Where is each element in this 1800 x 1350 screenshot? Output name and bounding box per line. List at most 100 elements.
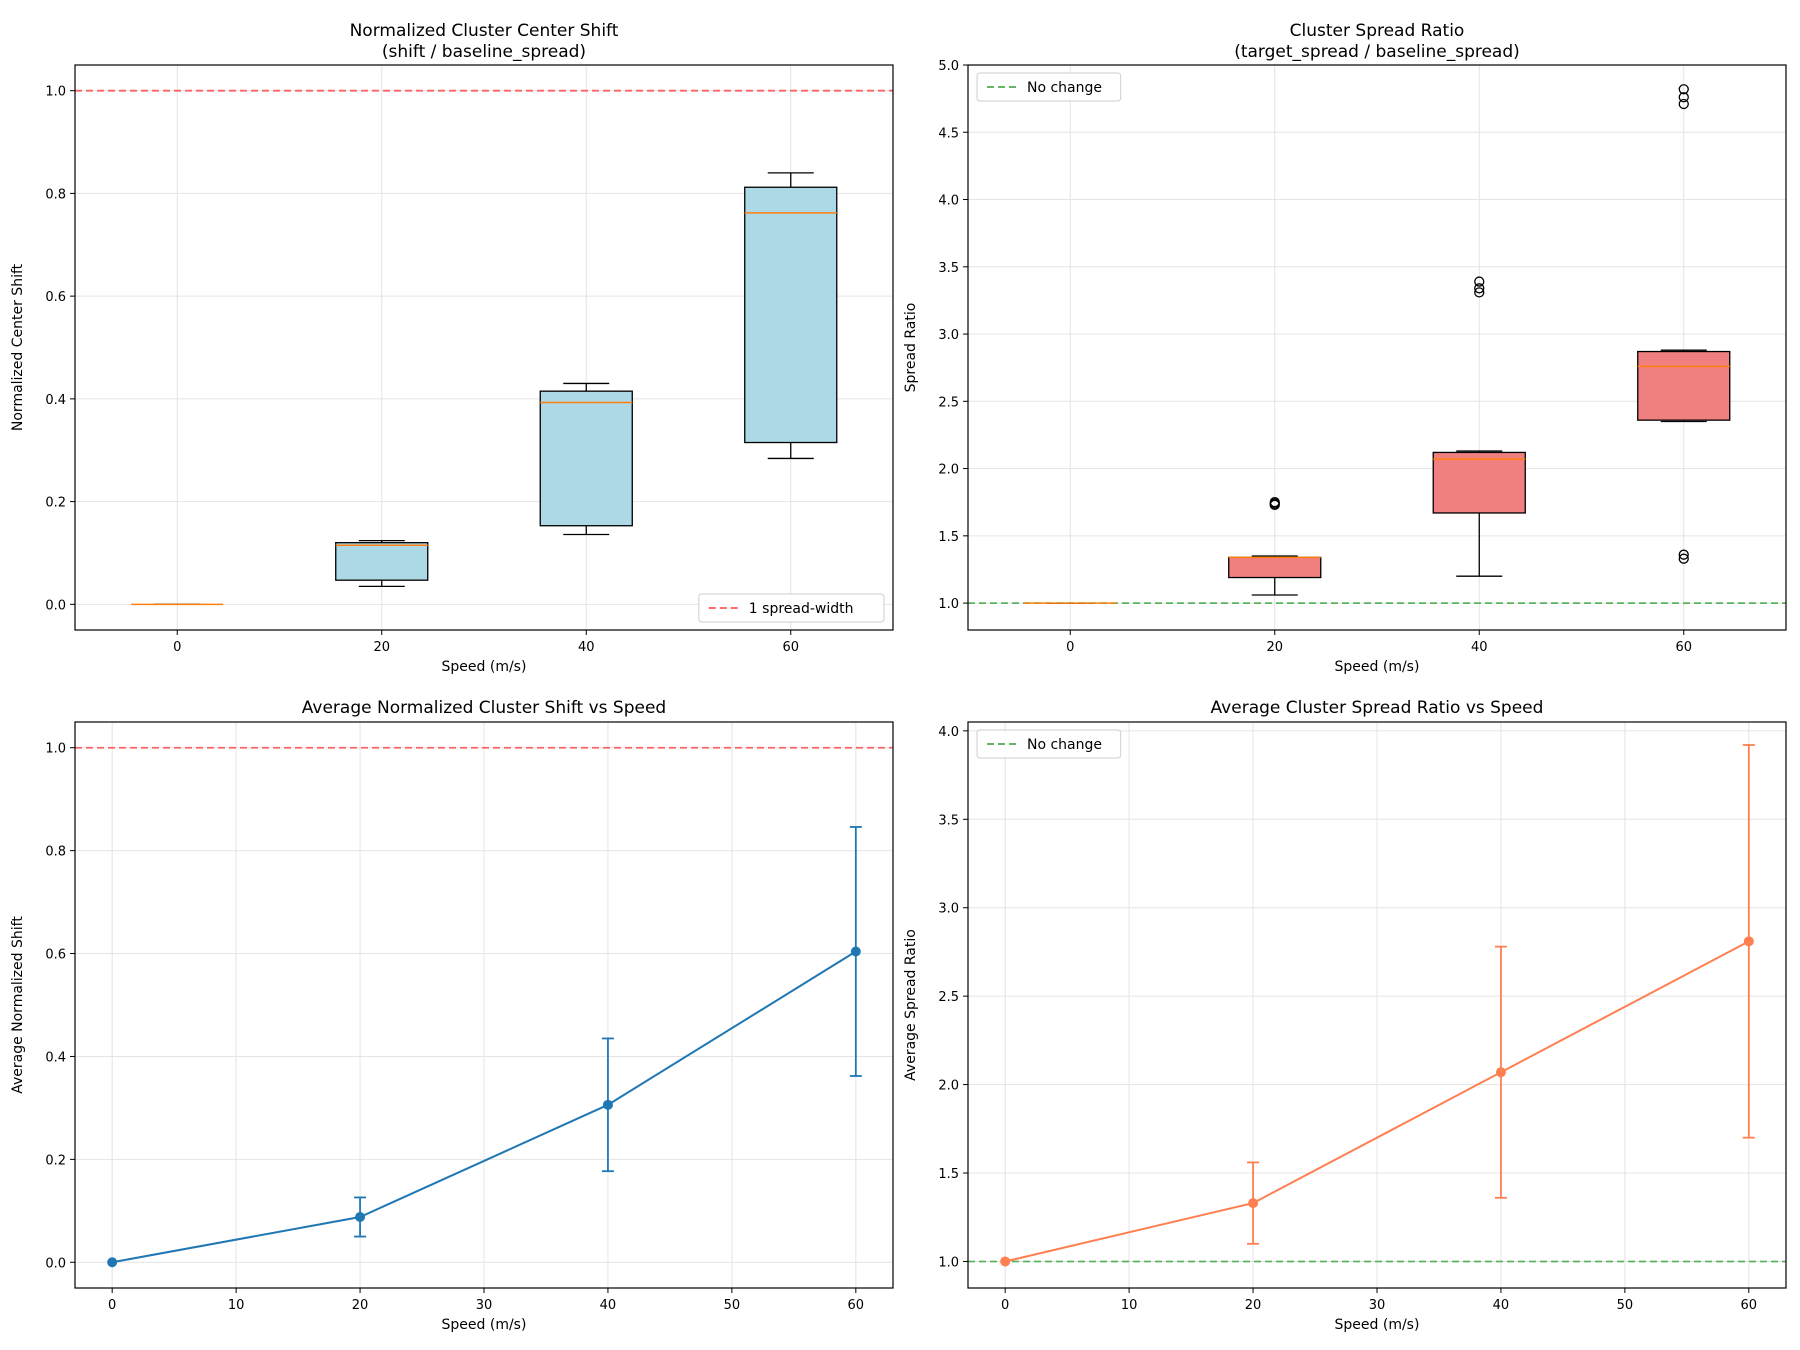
chart-title-line: Cluster Spread Ratio <box>1290 21 1465 41</box>
x-tick-label: 40 <box>1493 1298 1510 1313</box>
legend: No change <box>976 729 1122 759</box>
data-point <box>355 1211 366 1222</box>
x-axis-label: Speed (m/s) <box>442 659 527 675</box>
chart-title-line: (shift / baseline_spread) <box>382 42 586 62</box>
chart-title: Average Cluster Spread Ratio vs Speed <box>1211 698 1544 718</box>
legend-box <box>698 593 885 623</box>
box-20 <box>1228 497 1322 596</box>
y-axis-label: Average Normalized Shift <box>10 916 26 1094</box>
x-tick-label: 10 <box>1121 1298 1138 1313</box>
chart-title-line: (target_spread / baseline_spread) <box>1234 42 1520 62</box>
y-tick-label: 3.0 <box>938 328 959 343</box>
box-body <box>1228 556 1322 579</box>
subplot-3: 0 10 20 30 40 50 60 0.0 0.2 0.4 0.6 0.8 1.0 Average N… <box>10 698 894 1333</box>
series-line <box>112 950 857 1264</box>
y-tick-label: 1.0 <box>45 85 66 100</box>
outlier-point <box>1678 553 1689 564</box>
y-tick-label: 4.5 <box>938 126 959 141</box>
chart-title: Average Normalized Cluster Shift vs Spee… <box>302 698 666 718</box>
outlier-point <box>1678 549 1689 560</box>
y-tick-label: 0.2 <box>45 1153 66 1168</box>
y-tick-label: 0.4 <box>45 393 66 408</box>
outlier-point <box>1474 283 1485 294</box>
data-point <box>1000 1256 1011 1267</box>
outlier-point <box>1474 287 1485 298</box>
x-tick-label: 0 <box>1066 640 1074 655</box>
y-tick-label: 0.2 <box>45 496 66 511</box>
outlier-point <box>1678 84 1689 95</box>
box-60 <box>1637 84 1731 564</box>
axes-frame <box>967 64 1787 631</box>
y-tick-label: 3.0 <box>938 902 959 917</box>
x-tick-label: 60 <box>1741 1298 1758 1313</box>
x-tick-label: 40 <box>578 640 595 655</box>
x-tick-label: 30 <box>1369 1298 1386 1313</box>
y-tick-label: 0.0 <box>45 1256 66 1271</box>
y-tick-label: 3.5 <box>938 261 959 276</box>
y-tick-label: 4.0 <box>938 194 959 209</box>
box-60 <box>744 172 838 460</box>
subplot-4: 0 10 20 30 40 50 60 1.0 1.5 2.0 2.5 3.0 3.5 4.0 Averag… <box>903 698 1787 1333</box>
data-point <box>1248 1198 1259 1209</box>
data-point <box>1743 936 1754 947</box>
x-tick-label: 20 <box>352 1298 369 1313</box>
y-tick-label: 2.0 <box>938 1079 959 1094</box>
y-tick-label: 1.5 <box>938 1167 959 1182</box>
y-axis-label: Normalized Center Shift <box>10 263 26 431</box>
outlier-point <box>1474 276 1485 287</box>
x-axis-label: Speed (m/s) <box>442 1317 527 1333</box>
x-axis-label: Speed (m/s) <box>1335 659 1420 675</box>
y-tick-label: 0.8 <box>45 845 66 860</box>
legend-label: 1 spread-width <box>749 601 854 617</box>
x-axis-label: Speed (m/s) <box>1335 1317 1420 1333</box>
series-1 <box>1000 744 1755 1267</box>
y-tick-label: 2.5 <box>938 395 959 410</box>
x-tick-label: 40 <box>1471 640 1488 655</box>
y-axis-label: Spread Ratio <box>903 303 919 393</box>
data-point <box>1495 1067 1506 1078</box>
y-tick-label: 0.4 <box>45 1050 66 1065</box>
legend: No change <box>976 72 1122 102</box>
x-tick-label: 50 <box>1617 1298 1634 1313</box>
series-1 <box>107 826 862 1268</box>
x-tick-label: 10 <box>228 1298 245 1313</box>
box-20 <box>335 539 429 587</box>
legend-label: No change <box>1027 737 1102 753</box>
data-point <box>107 1257 118 1268</box>
box-40 <box>1432 276 1526 577</box>
y-tick-label: 0.8 <box>45 187 66 202</box>
box-40 <box>539 382 633 536</box>
chart-title-line: Normalized Cluster Center Shift <box>350 21 619 41</box>
x-tick-label: 20 <box>373 640 390 655</box>
y-tick-label: 4.0 <box>938 725 959 740</box>
legend-box <box>976 729 1122 759</box>
y-tick-label: 3.5 <box>938 813 959 828</box>
outlier-point <box>1269 497 1280 508</box>
legend-box <box>976 72 1122 102</box>
subplot-2: 0 20 40 60 1.0 1.5 2.0 2.5 3.0 3.5 4.0 4.5 5.0 Cluste… <box>903 21 1787 675</box>
subplot-1: 0 20 40 60 0.0 0.2 0.4 0.6 0.8 1.0 Normalized Clus… <box>10 21 894 675</box>
y-tick-label: 2.0 <box>938 463 959 478</box>
y-tick-label: 1.0 <box>938 1255 959 1270</box>
y-tick-label: 0.0 <box>45 598 66 613</box>
x-tick-label: 40 <box>600 1298 617 1313</box>
box-body <box>1637 350 1731 421</box>
axes-frame <box>74 64 894 631</box>
outlier-point <box>1678 98 1689 110</box>
outlier-point <box>1678 92 1689 103</box>
y-tick-label: 0.6 <box>45 290 66 305</box>
x-tick-label: 0 <box>1001 1298 1009 1313</box>
x-tick-label: 60 <box>1675 640 1692 655</box>
chart-title: Cluster Spread Ratio (target_spread / bas… <box>1234 21 1520 62</box>
box-body <box>335 542 429 581</box>
data-point <box>602 1099 613 1110</box>
x-tick-label: 20 <box>1266 640 1283 655</box>
y-axis-label: Average Spread Ratio <box>903 929 919 1081</box>
legend: 1 spread-width <box>698 593 885 623</box>
x-tick-label: 20 <box>1245 1298 1262 1313</box>
x-tick-label: 30 <box>476 1298 493 1313</box>
x-tick-label: 60 <box>782 640 799 655</box>
y-tick-label: 0.6 <box>45 948 66 963</box>
chart-title: Normalized Cluster Center Shift (shift / … <box>350 21 619 62</box>
